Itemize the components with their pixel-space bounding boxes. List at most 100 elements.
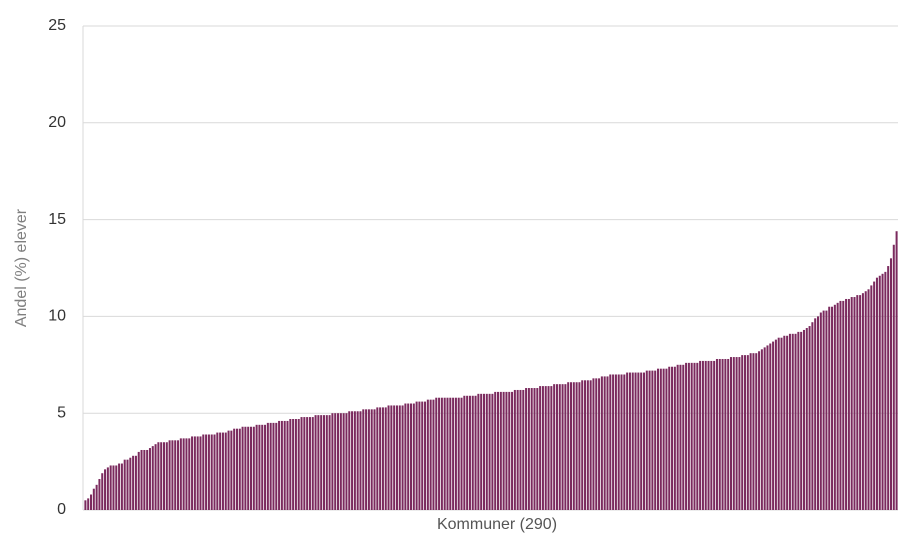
bar — [707, 360, 710, 510]
bar — [390, 405, 393, 510]
bar — [227, 430, 230, 510]
bar — [788, 333, 791, 510]
bar — [617, 374, 620, 510]
bar — [429, 399, 432, 510]
bar — [811, 322, 814, 510]
bar — [651, 370, 654, 510]
bar — [668, 366, 671, 510]
bar — [884, 271, 887, 510]
bar — [280, 420, 283, 510]
bar — [732, 357, 735, 510]
bar — [499, 391, 502, 510]
bar — [816, 316, 820, 510]
bar — [151, 446, 154, 510]
bar — [264, 424, 267, 510]
bar — [373, 409, 376, 510]
bar — [202, 434, 205, 510]
bar — [895, 231, 898, 510]
bar — [845, 298, 848, 510]
bar — [269, 422, 272, 510]
bar — [870, 285, 873, 510]
bar — [662, 368, 665, 510]
bar — [115, 465, 118, 510]
bar — [146, 449, 149, 510]
bar — [564, 384, 567, 510]
y-tick-label: 15 — [48, 211, 66, 228]
bar — [258, 424, 261, 510]
y-tick-label: 25 — [48, 17, 66, 34]
bar — [342, 413, 345, 510]
bar — [216, 432, 219, 510]
bar — [106, 467, 109, 510]
bar — [808, 326, 811, 510]
bar — [592, 378, 595, 510]
bar — [690, 362, 693, 510]
bar — [502, 391, 505, 510]
bar — [398, 405, 401, 510]
bar — [544, 386, 547, 510]
bar — [132, 455, 135, 510]
bar — [294, 419, 297, 510]
bar — [272, 422, 275, 510]
bar — [609, 374, 612, 510]
bar — [376, 407, 379, 510]
bar — [289, 419, 292, 510]
bar — [746, 355, 749, 510]
bar — [878, 275, 881, 510]
bar — [791, 333, 794, 510]
bar — [174, 440, 177, 510]
bar — [440, 397, 443, 510]
bar — [861, 293, 864, 510]
bar — [275, 422, 278, 510]
bar — [370, 409, 373, 510]
bar — [191, 436, 194, 510]
bar — [513, 389, 516, 510]
y-tick-label: 10 — [48, 308, 66, 325]
bar — [738, 357, 741, 510]
bar — [889, 258, 892, 510]
bar — [185, 438, 188, 510]
bar — [118, 463, 121, 510]
bar — [539, 386, 542, 510]
bar — [836, 302, 839, 510]
bar — [233, 428, 236, 510]
bar — [679, 364, 682, 510]
bar — [536, 388, 539, 510]
bar — [525, 388, 528, 510]
bar — [575, 382, 578, 510]
bar — [887, 266, 890, 510]
bar — [303, 417, 306, 510]
bar — [640, 372, 643, 510]
bar — [466, 395, 469, 510]
bar — [177, 440, 180, 510]
bar — [244, 426, 247, 510]
bar — [297, 419, 300, 510]
bar — [671, 366, 674, 510]
bar — [412, 403, 415, 510]
bar — [205, 434, 208, 510]
bar — [238, 428, 241, 510]
bar — [687, 362, 690, 510]
bar — [595, 378, 598, 510]
bar — [527, 388, 530, 510]
bar — [306, 417, 309, 510]
bar — [278, 420, 281, 510]
bar — [384, 407, 387, 510]
bar — [853, 297, 856, 510]
bar — [581, 380, 584, 510]
bar — [631, 372, 634, 510]
bar — [598, 378, 601, 510]
bar — [407, 403, 410, 510]
bar — [387, 405, 390, 510]
bar — [446, 397, 449, 510]
bar — [752, 353, 755, 510]
bar — [182, 438, 185, 510]
bar — [249, 426, 253, 510]
bar — [322, 415, 326, 510]
bar — [126, 459, 129, 510]
bar — [362, 409, 365, 510]
bar — [334, 413, 337, 510]
bar — [710, 360, 713, 510]
bar — [842, 300, 845, 510]
bar — [421, 401, 424, 510]
